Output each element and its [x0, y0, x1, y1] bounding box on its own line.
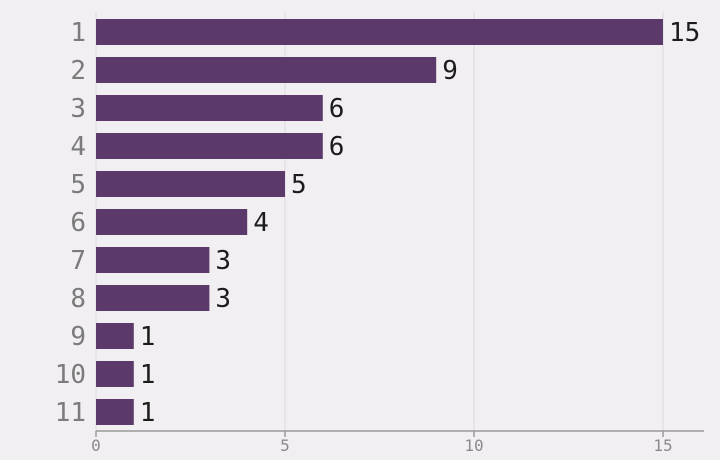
x-axis: 0 5 10 15 — [91, 430, 704, 455]
value-label-2: 9 — [442, 56, 458, 86]
bar-8 — [96, 285, 210, 311]
category-label-10: 10 — [55, 360, 86, 390]
value-label-11: 1 — [140, 398, 156, 428]
bar-4 — [96, 133, 323, 159]
category-label-9: 9 — [70, 322, 86, 352]
category-label-3: 3 — [70, 94, 86, 124]
value-label-6: 4 — [253, 208, 269, 238]
category-label-4: 4 — [70, 132, 86, 162]
value-label-9: 1 — [140, 322, 156, 352]
category-label-5: 5 — [70, 170, 86, 200]
category-labels: 1 2 3 4 5 6 7 8 9 10 11 — [55, 18, 86, 428]
bar-5 — [96, 171, 285, 197]
bar-1 — [96, 19, 663, 45]
category-label-11: 11 — [55, 398, 86, 428]
x-tick-label-15: 15 — [653, 436, 672, 455]
bar-7 — [96, 247, 210, 273]
category-label-1: 1 — [70, 18, 86, 48]
x-tick-label-10: 10 — [464, 436, 483, 455]
x-tick-label-5: 5 — [280, 436, 290, 455]
x-tick-label-0: 0 — [91, 436, 101, 455]
bar-9 — [96, 323, 134, 349]
value-label-1: 15 — [669, 18, 700, 48]
bar-10 — [96, 361, 134, 387]
value-label-10: 1 — [140, 360, 156, 390]
bars — [96, 19, 663, 425]
bar-3 — [96, 95, 323, 121]
bar-6 — [96, 209, 248, 235]
value-label-8: 3 — [215, 284, 231, 314]
category-label-7: 7 — [70, 246, 86, 276]
value-label-3: 6 — [329, 94, 345, 124]
bar-11 — [96, 399, 134, 425]
value-label-4: 6 — [329, 132, 345, 162]
category-label-2: 2 — [70, 56, 86, 86]
value-label-7: 3 — [215, 246, 231, 276]
category-label-8: 8 — [70, 284, 86, 314]
bar-2 — [96, 57, 437, 83]
category-label-6: 6 — [70, 208, 86, 238]
value-label-5: 5 — [291, 170, 307, 200]
